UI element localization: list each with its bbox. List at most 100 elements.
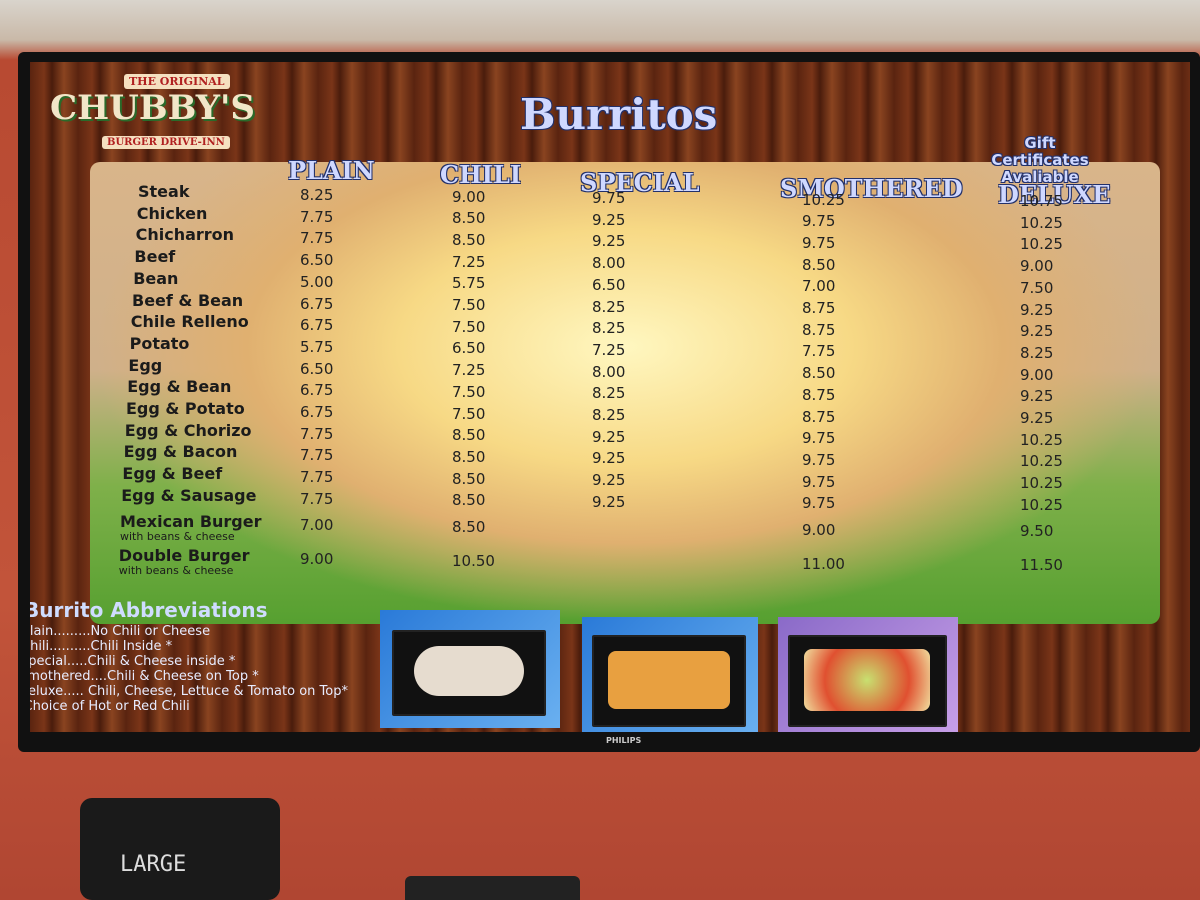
item-name: Chicken xyxy=(136,203,208,223)
price: 9.00 xyxy=(452,187,486,206)
price: 9.50 xyxy=(1020,522,1054,540)
price: 9.00 xyxy=(1020,365,1054,384)
abbreviations-title: Burrito Abbreviations xyxy=(30,598,268,622)
price: 8.50 xyxy=(802,364,836,383)
price: 5.75 xyxy=(452,274,486,293)
price: 5.75 xyxy=(300,337,334,356)
column-header: DELUXE xyxy=(998,180,1111,209)
price: 9.75 xyxy=(802,429,836,448)
price: 7.75 xyxy=(300,446,334,465)
price: 9.75 xyxy=(802,212,836,231)
price: 10.25 xyxy=(802,190,845,209)
price: 9.25 xyxy=(592,427,626,446)
item-name: Egg xyxy=(128,355,163,375)
price: 9.25 xyxy=(592,449,626,468)
price: 6.50 xyxy=(300,251,334,270)
photo-plain-burrito xyxy=(380,610,560,728)
abbreviation-line: Plain.........No Chili or Cheese xyxy=(30,624,211,639)
item-name: Mexican Burger xyxy=(120,512,262,531)
price: 8.50 xyxy=(452,469,486,488)
price: 8.50 xyxy=(802,255,836,274)
price: 8.25 xyxy=(592,384,626,403)
item-name: Egg & Sausage xyxy=(121,485,257,505)
price: 8.25 xyxy=(592,297,626,316)
item-name: Beef xyxy=(134,247,176,267)
price: 9.25 xyxy=(1020,322,1054,341)
price: 9.00 xyxy=(300,550,334,568)
item-name: Steak xyxy=(138,182,190,201)
price: 10.25 xyxy=(1020,452,1063,471)
price: 10.25 xyxy=(1020,213,1063,232)
appliance xyxy=(405,876,580,900)
price: 7.00 xyxy=(802,277,836,296)
price: 8.50 xyxy=(452,491,486,510)
price: 8.25 xyxy=(1020,343,1054,362)
price: 7.25 xyxy=(452,252,486,271)
price: 7.75 xyxy=(300,229,334,248)
price: 9.25 xyxy=(1020,387,1054,406)
price: 7.75 xyxy=(300,424,334,443)
container-label: LARGE xyxy=(120,852,187,877)
item-name: Potato xyxy=(129,333,190,353)
item-name: Egg & Chorizo xyxy=(124,420,252,440)
price: 9.25 xyxy=(592,210,626,229)
price: 10.75 xyxy=(1020,192,1063,210)
column-header: SMOTHERED xyxy=(780,174,963,203)
price: 8.25 xyxy=(592,406,626,424)
price: 9.25 xyxy=(1020,409,1054,427)
price: 10.25 xyxy=(1020,474,1063,493)
price: 7.50 xyxy=(452,317,486,336)
price: 6.50 xyxy=(592,275,626,294)
gift-line: Avaliable xyxy=(1001,168,1079,186)
item-name: Chile Relleno xyxy=(130,312,249,332)
price: 7.50 xyxy=(452,382,486,401)
menu-screen: THE ORIGINAL CHUBBY'S BURGER DRIVE-INN B… xyxy=(30,62,1190,732)
logo: THE ORIGINAL CHUBBY'S BURGER DRIVE-INN xyxy=(44,68,255,154)
gift-line: Certificates xyxy=(991,151,1089,169)
photo-smothered-burrito xyxy=(582,617,758,732)
price: 8.75 xyxy=(802,407,836,426)
column-header: SPECIAL xyxy=(580,168,700,197)
price: 7.75 xyxy=(300,468,334,487)
price: 6.50 xyxy=(452,339,486,358)
logo-bottom: BURGER DRIVE-INN xyxy=(102,136,230,149)
price: 8.25 xyxy=(592,319,626,338)
price: 7.75 xyxy=(300,489,334,508)
price: 9.25 xyxy=(592,471,626,490)
price: 7.50 xyxy=(452,404,486,423)
price: 7.75 xyxy=(802,342,836,361)
price: 6.75 xyxy=(300,316,334,335)
price: 8.75 xyxy=(802,320,836,339)
abbreviation-line: *Choice of Hot or Red Chili xyxy=(30,699,190,714)
price: 9.00 xyxy=(802,520,836,539)
price: 11.50 xyxy=(1020,556,1063,574)
abbreviation-line: Smothered....Chili & Cheese on Top * xyxy=(30,669,259,684)
price: 10.25 xyxy=(1020,430,1063,449)
price: 8.75 xyxy=(802,299,836,317)
price: 8.75 xyxy=(802,385,836,404)
price: 9.75 xyxy=(802,472,836,491)
price: 8.25 xyxy=(300,186,334,204)
price: 9.25 xyxy=(592,492,626,511)
price: 7.25 xyxy=(592,340,626,359)
price: 8.50 xyxy=(452,230,486,249)
price: 10.50 xyxy=(452,551,495,570)
column-header: CHILI xyxy=(440,160,522,189)
abbreviation-line: Special.....Chili & Cheese inside * xyxy=(30,654,236,669)
abbreviation-line: Deluxe..... Chili, Cheese, Lettuce & Tom… xyxy=(30,684,348,699)
price: 6.75 xyxy=(300,294,334,313)
price: 7.75 xyxy=(300,207,334,226)
price: 9.00 xyxy=(1020,257,1054,276)
tv-brand: PHILIPS xyxy=(606,736,642,745)
price: 8.50 xyxy=(452,209,486,228)
price: 9.75 xyxy=(802,494,836,513)
price: 9.75 xyxy=(802,233,836,252)
item-name: Double Burger xyxy=(118,546,250,565)
price: 6.75 xyxy=(300,381,334,400)
item-name: Bean xyxy=(133,268,179,288)
price: 9.75 xyxy=(592,189,626,207)
item-name: Egg & Bacon xyxy=(123,442,238,462)
price: 8.50 xyxy=(452,447,486,466)
price: 7.25 xyxy=(452,361,486,380)
